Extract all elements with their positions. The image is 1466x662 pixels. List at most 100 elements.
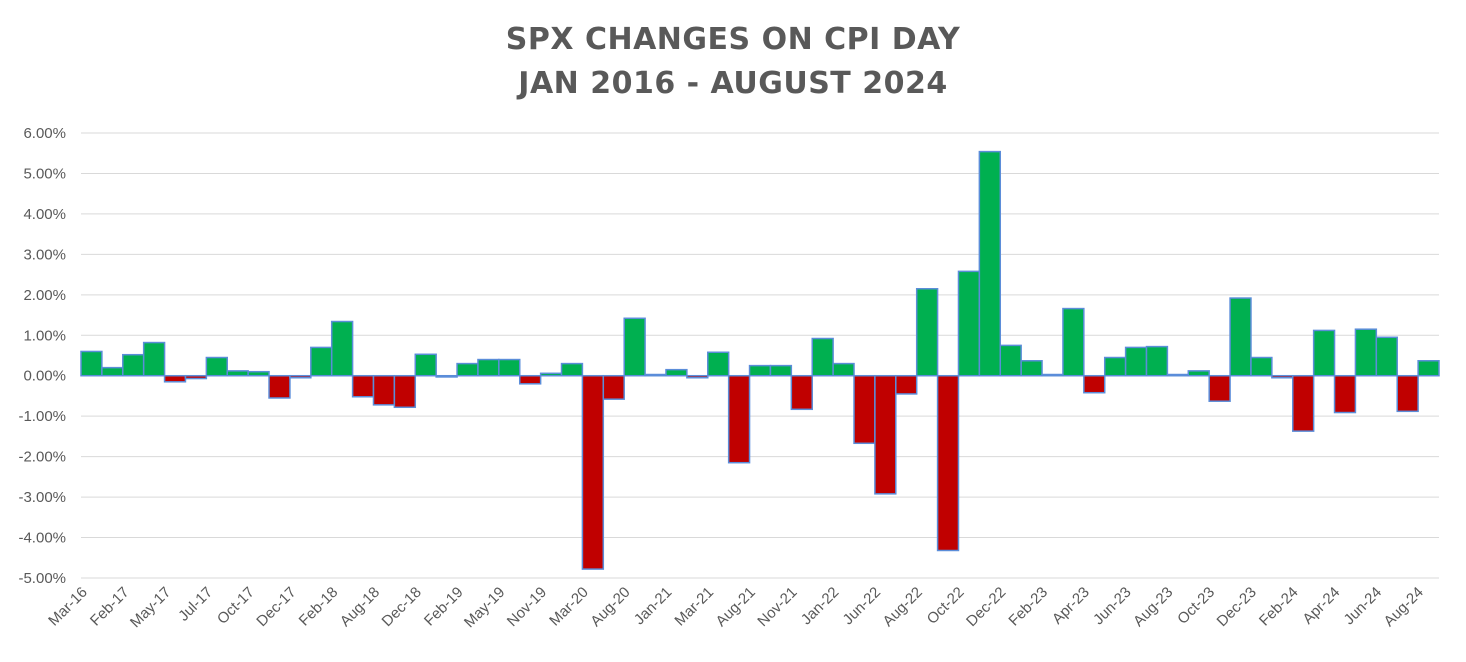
x-tick-label: Jan-22 bbox=[798, 584, 842, 628]
bars bbox=[80, 150, 1440, 570]
bar bbox=[874, 374, 897, 495]
bar bbox=[226, 370, 249, 377]
x-tick-label: Aug-20 bbox=[587, 584, 633, 630]
bar bbox=[1166, 373, 1190, 377]
x-tick-label: Aug-22 bbox=[880, 584, 926, 630]
y-tick-label: -5.00% bbox=[18, 570, 66, 587]
y-tick-label: 3.00% bbox=[23, 246, 66, 263]
bar bbox=[769, 364, 793, 377]
bar bbox=[686, 374, 709, 379]
bar bbox=[456, 362, 479, 377]
x-tick-label: Oct-23 bbox=[1174, 584, 1218, 628]
bar bbox=[142, 341, 166, 377]
y-tick-label: 2.00% bbox=[23, 287, 66, 304]
bar bbox=[414, 353, 437, 377]
bar bbox=[435, 374, 458, 378]
x-tick-label: Apr-23 bbox=[1049, 584, 1093, 628]
bar bbox=[1124, 346, 1148, 377]
bar bbox=[1292, 374, 1315, 432]
bar bbox=[1396, 374, 1419, 413]
bar bbox=[184, 374, 208, 380]
x-tick-label: May-17 bbox=[127, 584, 174, 631]
x-tick-label: Jun-23 bbox=[1090, 584, 1134, 628]
bar bbox=[1145, 345, 1169, 377]
y-tick-label: -1.00% bbox=[18, 408, 66, 425]
x-tick-label: Jan-21 bbox=[631, 584, 675, 628]
x-tick-label: Nov-19 bbox=[504, 584, 550, 630]
x-tick-label: Jun-24 bbox=[1341, 584, 1385, 628]
bar bbox=[1250, 356, 1273, 377]
x-tick-label: Aug-23 bbox=[1130, 584, 1176, 630]
x-tick-label: Jul-17 bbox=[175, 584, 216, 625]
y-axis: 6.00% 5.00% 4.00% 3.00% 2.00% 1.00% 0.00% -1.00… bbox=[18, 125, 66, 587]
x-tick-label: Feb-18 bbox=[296, 584, 342, 630]
bar bbox=[1208, 374, 1231, 402]
bar bbox=[999, 344, 1022, 377]
y-tick-label: 5.00% bbox=[23, 165, 66, 182]
bar bbox=[247, 370, 270, 377]
x-tick-label: Aug-24 bbox=[1381, 584, 1427, 630]
chart-title: SPX CHANGES ON CPI DAY bbox=[505, 22, 961, 57]
bar bbox=[1187, 370, 1210, 377]
bar bbox=[895, 374, 918, 395]
bar bbox=[1354, 328, 1378, 377]
x-tick-label: Dec-23 bbox=[1214, 584, 1260, 630]
bar bbox=[351, 374, 375, 398]
y-tick-label: 4.00% bbox=[23, 206, 66, 223]
bar bbox=[1375, 336, 1398, 377]
x-tick-label: Feb-17 bbox=[87, 584, 133, 630]
bar bbox=[1062, 307, 1085, 377]
y-tick-label: -3.00% bbox=[18, 489, 66, 506]
bar bbox=[665, 368, 688, 377]
x-tick-label: Aug-18 bbox=[337, 584, 383, 630]
x-tick-label: Aug-21 bbox=[713, 584, 759, 630]
x-tick-label: Oct-17 bbox=[214, 584, 258, 628]
bar bbox=[623, 317, 646, 377]
bar bbox=[101, 366, 124, 377]
bar bbox=[832, 362, 855, 377]
bar bbox=[936, 374, 960, 552]
bar bbox=[644, 373, 667, 377]
bar bbox=[707, 351, 730, 377]
y-tick-label: 6.00% bbox=[23, 125, 66, 142]
bar bbox=[957, 270, 981, 377]
bar bbox=[330, 320, 354, 377]
bar bbox=[122, 353, 145, 377]
x-tick-label: Dec-18 bbox=[379, 584, 425, 630]
x-tick-label: May-19 bbox=[461, 584, 508, 631]
bar bbox=[1271, 374, 1294, 379]
x-tick-label: Feb-24 bbox=[1256, 584, 1302, 630]
bar bbox=[205, 356, 228, 377]
chart-subtitle: JAN 2016 - AUGUST 2024 bbox=[518, 66, 948, 101]
bar bbox=[1103, 356, 1127, 377]
x-tick-label: Feb-23 bbox=[1005, 584, 1051, 630]
bar bbox=[811, 337, 834, 377]
x-tick-label: Dec-17 bbox=[253, 584, 299, 630]
bar bbox=[539, 372, 563, 377]
bar bbox=[1312, 329, 1336, 377]
x-tick-label: Nov-21 bbox=[754, 584, 800, 630]
bar bbox=[727, 374, 751, 464]
y-tick-label: 0.00% bbox=[23, 368, 66, 385]
bar bbox=[560, 362, 584, 377]
bar bbox=[978, 150, 1002, 377]
bar bbox=[748, 364, 772, 377]
bar bbox=[372, 374, 396, 406]
x-tick-label: Mar-21 bbox=[671, 584, 717, 630]
x-tick-label: Dec-22 bbox=[963, 584, 1009, 630]
bar bbox=[310, 346, 333, 377]
bar bbox=[1020, 360, 1043, 377]
x-tick-label: Feb-19 bbox=[421, 584, 467, 630]
bar bbox=[393, 374, 417, 409]
bar bbox=[163, 374, 187, 383]
bar bbox=[1083, 374, 1106, 394]
bar bbox=[518, 374, 542, 385]
bar bbox=[1041, 373, 1064, 377]
x-tick-label: Oct-22 bbox=[924, 584, 968, 628]
y-tick-label: 1.00% bbox=[23, 327, 66, 344]
x-tick-label: Jun-22 bbox=[840, 584, 884, 628]
bar bbox=[581, 374, 605, 570]
bar bbox=[602, 374, 625, 400]
